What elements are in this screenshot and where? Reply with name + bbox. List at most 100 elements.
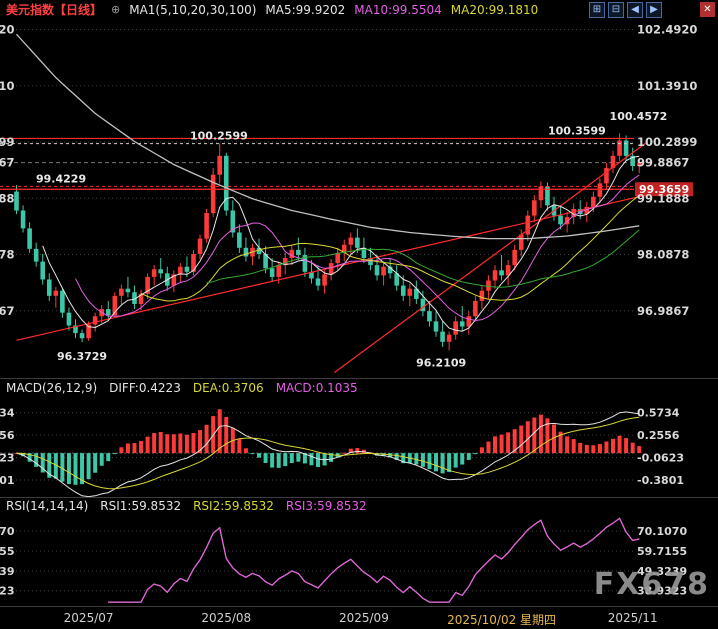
candle — [623, 140, 629, 156]
candle — [597, 183, 603, 197]
axis-label: 38.9323 — [637, 585, 687, 598]
axis-label: -0.0623 — [0, 452, 15, 465]
candle — [564, 217, 570, 225]
rsi-lines — [108, 517, 640, 603]
scroll-right-icon[interactable]: ▶ — [646, 2, 662, 18]
candle — [269, 268, 275, 277]
axis-label: 96.9867 — [637, 304, 689, 318]
candle — [387, 266, 393, 274]
candle — [204, 213, 209, 239]
axis-label: 96.3729 — [57, 350, 107, 363]
horizontal-lines: 100.3599 100.2599 99.4229 99.3659 — [0, 124, 693, 197]
axis-label: 100.2599 — [190, 130, 248, 143]
x-axis-tick-label: 2025/10/02 星期四 — [447, 613, 557, 627]
macd-params-label: MACD(26,12,9) — [6, 381, 98, 395]
candle — [427, 311, 432, 322]
candle — [20, 210, 26, 229]
axis-label: -0.3801 — [637, 474, 684, 487]
rsi1-value: RSI1:59.8532 — [100, 499, 182, 513]
macd-hist-value: MACD:0.1035 — [275, 381, 358, 395]
candle — [66, 312, 72, 326]
x-axis: 2025/07 2025/08 2025/09 2025/10/02 星期四 2025/… — [0, 608, 718, 629]
ma5-line — [42, 155, 640, 332]
ma-group-label: MA1(5,10,20,30,100) — [129, 2, 257, 17]
axis-label: 99.1888 — [0, 191, 15, 205]
candle — [420, 298, 426, 312]
axis-label: 0.5734 — [0, 407, 15, 420]
candle — [14, 191, 19, 211]
ma100-line — [16, 33, 640, 240]
macd-panel-header: MACD(26,12,9) DIFF:0.4223 DEA:0.3706 MAC… — [6, 381, 358, 395]
candle — [348, 237, 354, 245]
candle — [289, 249, 295, 259]
dea-line — [16, 416, 640, 490]
candle — [60, 290, 65, 313]
axis-label: 70.1070 — [0, 525, 15, 538]
axis-label: 96.2109 — [416, 356, 466, 369]
candle — [243, 247, 249, 257]
candle — [512, 249, 517, 266]
candle — [381, 266, 386, 276]
candle — [217, 155, 223, 175]
candle — [492, 270, 498, 281]
candle — [532, 200, 537, 216]
candle — [132, 292, 137, 304]
trend-lines — [16, 142, 647, 373]
macd-dea-value: DEA:0.3706 — [192, 381, 264, 395]
layout-grid-icon[interactable]: ⊞ — [589, 2, 605, 18]
candle — [636, 162, 642, 167]
indicator-expand-icon[interactable]: ⊕ — [111, 3, 121, 16]
candle — [617, 140, 622, 156]
candle — [79, 333, 85, 339]
layout-split-icon[interactable]: ⊟ — [608, 2, 624, 18]
candle — [197, 238, 203, 254]
rsi2-value: RSI2:59.8532 — [193, 499, 274, 513]
axis-label: 96.9867 — [0, 304, 15, 318]
axis-label: 98.0878 — [637, 248, 689, 262]
symbol-title: 美元指数【日线】 — [6, 3, 103, 17]
axis-label: 59.7155 — [0, 545, 15, 558]
candle — [33, 248, 39, 262]
candle — [263, 253, 268, 269]
candle — [355, 237, 360, 248]
candle — [558, 215, 563, 225]
candle — [584, 206, 590, 215]
candle — [361, 247, 367, 259]
candle — [571, 208, 576, 218]
axis-label: -0.3801 — [0, 474, 15, 487]
main-y-axis: 102.4920 102.4920 101.3910 101.3910 100.2899… — [0, 23, 697, 318]
candle — [505, 265, 511, 276]
candle — [341, 244, 347, 253]
candle — [453, 321, 458, 335]
candle — [237, 232, 242, 248]
price-annotations: 100.4572 96.3729 96.2109 — [57, 110, 667, 369]
window-controls: ⊞ ⊟ ◀ ▶ — [589, 2, 662, 18]
axis-label: 49.3239 — [637, 565, 687, 578]
candle — [545, 186, 550, 206]
candle — [486, 280, 491, 291]
scroll-left-icon[interactable]: ◀ — [627, 2, 643, 18]
candle — [302, 254, 308, 272]
candle — [210, 174, 216, 214]
candle — [374, 265, 380, 276]
close-icon[interactable]: ✕ — [700, 2, 715, 17]
axis-label: 102.4920 — [637, 23, 697, 37]
candle — [145, 276, 150, 294]
ma5-value-label: MA5:99.9202 — [265, 2, 346, 17]
candle — [610, 155, 616, 169]
candle — [322, 274, 327, 286]
candle — [92, 316, 98, 325]
watermark: FX678 — [593, 567, 710, 602]
axis-label: -0.0623 — [637, 452, 684, 465]
axis-label: 0.2556 — [637, 429, 680, 442]
ma10-value-label: MA10:99.5504 — [354, 2, 442, 17]
candle — [223, 155, 229, 211]
candle — [138, 293, 144, 304]
axis-label: 99.4229 — [36, 172, 86, 185]
candle — [112, 295, 118, 316]
candle — [525, 215, 531, 235]
rsi-y-axis: 70.1070 70.1070 59.7155 59.7155 49.3239 49.32… — [0, 525, 687, 598]
rsi-panel-header: RSI(14,14,14) RSI1:59.8532 RSI2:59.8532 … — [6, 499, 367, 513]
